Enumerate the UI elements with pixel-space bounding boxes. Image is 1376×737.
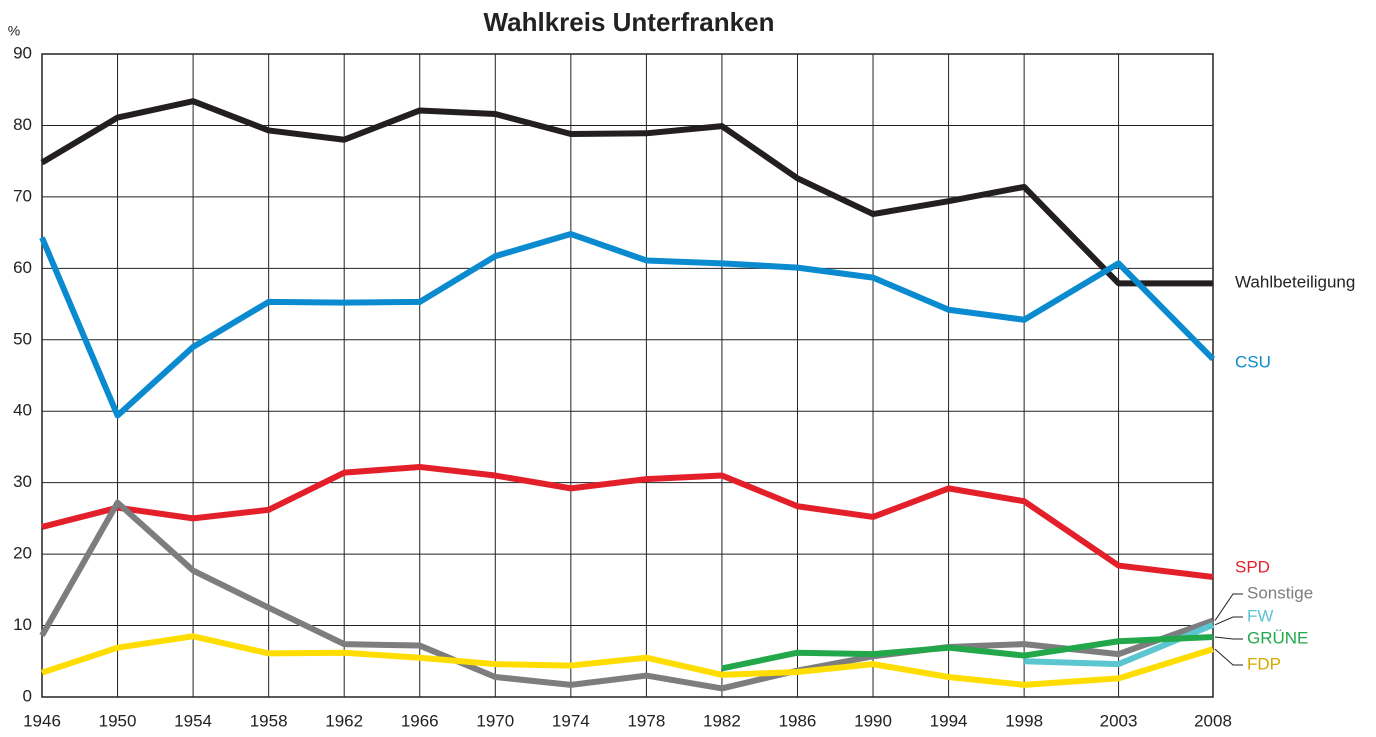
series-line bbox=[39, 231, 1216, 419]
series-line bbox=[41, 463, 1214, 580]
x-tick-label: 1946 bbox=[23, 711, 61, 730]
x-tick-label: 1990 bbox=[854, 711, 892, 730]
series-label: GRÜNE bbox=[1247, 628, 1308, 647]
x-tick-label: 1998 bbox=[1005, 711, 1043, 730]
series-line bbox=[721, 633, 1214, 672]
x-tick-label: 1974 bbox=[552, 711, 590, 730]
x-tick-label: 1950 bbox=[99, 711, 137, 730]
series-line bbox=[40, 98, 1213, 287]
x-tick-label: 1962 bbox=[325, 711, 363, 730]
y-tick-label: 20 bbox=[13, 544, 32, 563]
y-tick-label: 70 bbox=[13, 186, 32, 205]
x-tick-label: 1954 bbox=[174, 711, 212, 730]
series-label: FDP bbox=[1247, 654, 1281, 673]
y-axis-label: % bbox=[8, 23, 20, 39]
series-label: Wahlbeteiligung bbox=[1235, 272, 1355, 291]
y-tick-label: 80 bbox=[13, 115, 32, 134]
x-tick-label: 1994 bbox=[930, 711, 968, 730]
plot-frame bbox=[41, 53, 1214, 698]
x-tick-label: 2008 bbox=[1194, 711, 1232, 730]
leader-line bbox=[1214, 636, 1243, 640]
y-tick-label: 40 bbox=[13, 401, 32, 420]
x-tick-label: 1970 bbox=[476, 711, 514, 730]
leader-line bbox=[1214, 593, 1243, 621]
y-tick-label: 10 bbox=[13, 615, 32, 634]
leader-line bbox=[1214, 616, 1243, 626]
x-tick-label: 2003 bbox=[1100, 711, 1138, 730]
series-line bbox=[39, 499, 1215, 692]
series-label: Sonstige bbox=[1247, 583, 1313, 602]
chart-title: Wahlkreis Unterfranken bbox=[484, 7, 775, 37]
series-line bbox=[41, 633, 1214, 688]
y-tick-label: 50 bbox=[13, 329, 32, 348]
y-tick-label: 60 bbox=[13, 258, 32, 277]
x-tick-label: 1966 bbox=[401, 711, 439, 730]
x-tick-label: 1978 bbox=[627, 711, 665, 730]
x-tick-label: 1982 bbox=[703, 711, 741, 730]
leader-line bbox=[1214, 648, 1243, 666]
series-label: SPD bbox=[1235, 557, 1270, 576]
x-tick-label: 1958 bbox=[250, 711, 288, 730]
series-label: CSU bbox=[1235, 352, 1271, 371]
series-label: FW bbox=[1247, 606, 1273, 625]
x-tick-label: 1986 bbox=[779, 711, 817, 730]
y-tick-label: 90 bbox=[13, 43, 32, 62]
y-tick-label: 30 bbox=[13, 472, 32, 491]
y-tick-label: 0 bbox=[23, 686, 32, 705]
